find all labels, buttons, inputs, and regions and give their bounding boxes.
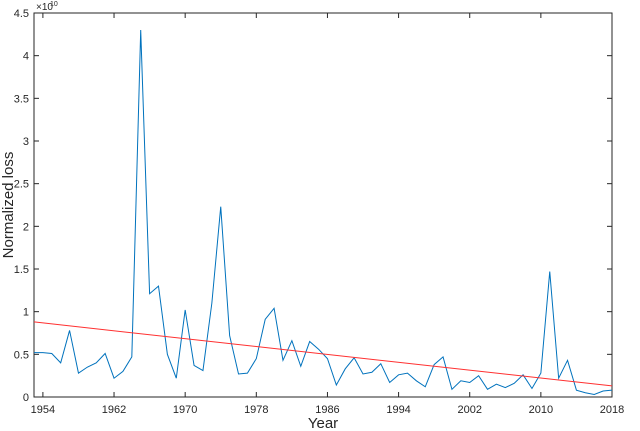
y-tick-label: 2	[23, 221, 29, 233]
y-tick-label: 2.5	[14, 179, 29, 191]
series-layer	[33, 30, 613, 395]
y-exponent-power: 10	[50, 1, 58, 8]
y-tick-label: 0	[23, 392, 29, 404]
series-line-trend	[33, 321, 613, 387]
y-tick-label: 1	[23, 307, 29, 319]
x-tick-label: 1962	[102, 404, 126, 416]
y-exponent-base: ×10	[36, 2, 53, 13]
y-axis-label: Normalized loss	[0, 152, 17, 259]
x-axis-label: Year	[308, 415, 338, 431]
x-tick-label: 2010	[529, 404, 553, 416]
x-tick-label: 2002	[457, 404, 481, 416]
y-tick-label: 1.5	[14, 264, 29, 276]
y-tick-label: 3	[23, 136, 29, 148]
x-tick-label: 1978	[244, 404, 268, 416]
y-tick-label: 3.5	[14, 93, 29, 105]
tick-layer: 1954 1962 1970 1978 1986 1994 2002 2010 2018 0 0.5…	[14, 8, 625, 416]
x-tick-label: 1986	[315, 404, 339, 416]
y-tick-label: 0.5	[14, 349, 29, 361]
x-tick-label: 2018	[600, 404, 624, 416]
x-tick-label: 1994	[386, 404, 410, 416]
y-tick-label: 4	[23, 51, 29, 63]
plot-area	[33, 12, 613, 398]
x-tick-label: 1954	[31, 404, 55, 416]
y-exponent: ×10 10	[36, 1, 58, 13]
y-tick-label: 4.5	[14, 8, 29, 20]
x-tick-label: 1970	[173, 404, 197, 416]
